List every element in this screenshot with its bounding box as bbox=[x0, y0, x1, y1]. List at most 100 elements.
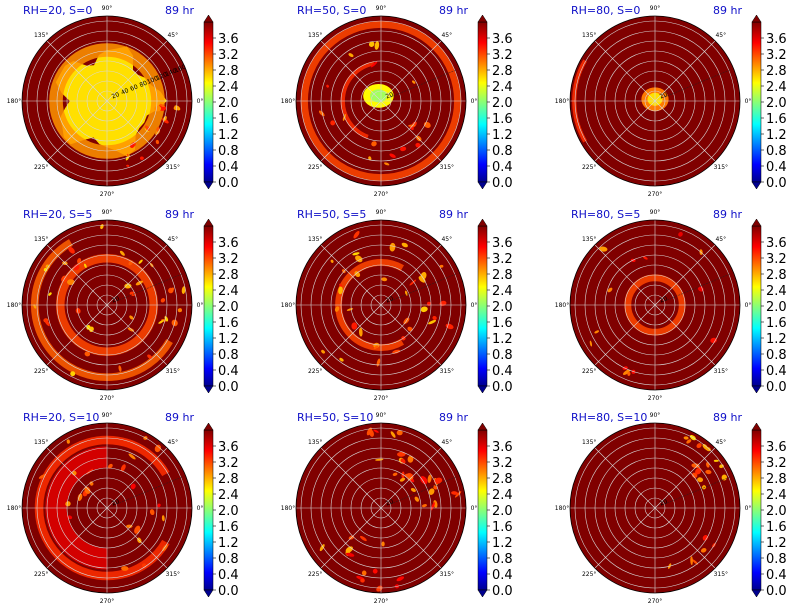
colorbar-extend-bottom bbox=[751, 385, 762, 394]
angle-tick-label: 90° bbox=[650, 209, 661, 216]
angle-tick-label: 225° bbox=[308, 164, 322, 171]
angle-tick-label: 225° bbox=[34, 164, 48, 171]
grid-spoke bbox=[594, 507, 656, 569]
angle-tick-label: 180° bbox=[555, 505, 569, 512]
field-speck bbox=[173, 106, 179, 111]
colorbar-extend-top bbox=[203, 422, 214, 431]
field-speck bbox=[422, 504, 427, 508]
angle-tick-label: 0° bbox=[471, 302, 478, 309]
polar-panel: RH=50, S=10 89 hr 0° 45° 90° 135° 180° 225° 270°… bbox=[281, 411, 513, 605]
colorbar-tick-label: 3.2 bbox=[492, 48, 513, 63]
colorbar-tick-label: 1.2 bbox=[218, 128, 239, 143]
field-speck bbox=[70, 371, 76, 377]
angle-tick-label: 90° bbox=[650, 412, 661, 419]
field-speck bbox=[326, 84, 329, 88]
field-speck bbox=[181, 286, 186, 294]
field-speck bbox=[594, 330, 600, 334]
field-speck bbox=[407, 326, 413, 332]
field-speck bbox=[691, 463, 700, 469]
colorbar-tick-label: 0.8 bbox=[766, 348, 787, 363]
panel-time: 89 hr bbox=[165, 4, 194, 17]
field-speck bbox=[705, 469, 712, 475]
field-speck bbox=[384, 162, 390, 166]
grid-spoke bbox=[106, 40, 168, 102]
polar-frame bbox=[295, 422, 467, 594]
colorbar-tick-label: 3.2 bbox=[492, 456, 513, 471]
field-speck bbox=[372, 568, 378, 574]
polar-panel: RH=20, S=5 89 hr 0° 45° 90° 135° 180° 225° 270° 3… bbox=[7, 208, 239, 402]
field-speck bbox=[48, 292, 52, 296]
field-speck bbox=[124, 283, 132, 289]
field-speck bbox=[346, 308, 354, 311]
radial-tick-label: 140 bbox=[164, 67, 177, 78]
field-speck bbox=[712, 542, 716, 548]
field-speck bbox=[599, 246, 608, 252]
angle-tick-label: 45° bbox=[715, 32, 726, 39]
colorbar-tick-label: 0.4 bbox=[218, 364, 239, 379]
field-speck bbox=[67, 279, 75, 286]
field-speck bbox=[366, 427, 373, 436]
angle-tick-label: 270° bbox=[648, 598, 662, 605]
colorbar-tick-label: 2.0 bbox=[492, 96, 513, 111]
grid-spoke bbox=[320, 100, 382, 162]
field-speck bbox=[374, 41, 380, 50]
colorbar-tick-label: 2.8 bbox=[766, 64, 787, 79]
field-speck bbox=[370, 61, 378, 68]
angle-tick-label: 180° bbox=[7, 98, 21, 105]
radial-tick-label: 20 bbox=[385, 498, 395, 507]
field-speck bbox=[368, 41, 375, 47]
grid-spoke bbox=[46, 244, 108, 306]
angle-tick-label: 0° bbox=[471, 505, 478, 512]
field-speck bbox=[710, 337, 717, 344]
angle-tick-label: 180° bbox=[555, 302, 569, 309]
field-speck bbox=[158, 320, 164, 324]
field-layer bbox=[321, 231, 454, 367]
angle-tick-label: 90° bbox=[650, 5, 661, 12]
field-speck bbox=[108, 463, 113, 469]
field-speck bbox=[397, 451, 406, 457]
colorbar-extend-top bbox=[751, 422, 762, 431]
field-speck bbox=[401, 242, 408, 248]
angle-tick-label: 90° bbox=[376, 5, 387, 12]
field-speck bbox=[358, 327, 363, 337]
grid-spoke bbox=[654, 40, 716, 102]
field-speck bbox=[412, 80, 416, 84]
colorbar-extend-bottom bbox=[203, 181, 214, 190]
field-speck bbox=[389, 153, 396, 158]
angle-tick-label: 135° bbox=[582, 32, 596, 39]
field-speck bbox=[126, 153, 129, 157]
polar-frame bbox=[21, 15, 193, 187]
radial-label-track bbox=[390, 273, 458, 302]
field-speck bbox=[368, 156, 372, 161]
field-speck bbox=[348, 53, 354, 58]
panel-title: RH=80, S=0 bbox=[571, 4, 640, 17]
field-speck bbox=[396, 576, 405, 582]
colorbar-tick-label: 0.8 bbox=[492, 348, 513, 363]
field-speck bbox=[399, 477, 406, 482]
field-speck bbox=[66, 439, 70, 444]
angle-tick-label: 45° bbox=[441, 236, 452, 243]
field-speck bbox=[161, 515, 165, 522]
angle-tick-label: 315° bbox=[714, 368, 728, 375]
grid-spoke bbox=[380, 244, 442, 306]
field-speck bbox=[318, 110, 325, 117]
field-speck bbox=[147, 354, 153, 359]
colorbar-tick-label: 2.8 bbox=[492, 268, 513, 283]
field-speck bbox=[589, 340, 593, 347]
radial-tick-label: 20 bbox=[385, 91, 395, 100]
field-speck bbox=[371, 141, 377, 147]
field-speck bbox=[129, 143, 135, 148]
field-speck bbox=[407, 455, 414, 463]
colorbar-tick-label: 0.0 bbox=[492, 380, 513, 395]
radial-label-track bbox=[664, 273, 732, 302]
field-speck bbox=[373, 345, 379, 350]
colorbar: 0.00.40.81.21.62.02.42.83.23.6 bbox=[203, 14, 239, 191]
grid-spoke bbox=[106, 304, 168, 366]
colorbar-tick-label: 0.4 bbox=[766, 160, 787, 175]
radial-label-track bbox=[116, 273, 184, 302]
field-speck bbox=[135, 280, 144, 286]
angle-tick-label: 180° bbox=[7, 302, 21, 309]
colorbar-tick-label: 2.8 bbox=[766, 268, 787, 283]
grid-spoke bbox=[594, 100, 656, 162]
field-speck bbox=[702, 534, 709, 541]
